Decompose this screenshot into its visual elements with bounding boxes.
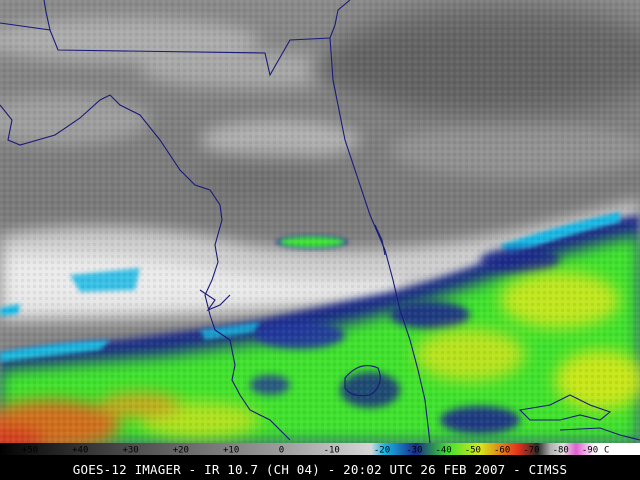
colorbar-tick-label: -20 [374,446,390,456]
colorbar-tick-label: -60 [494,446,510,456]
colorbar-tick-label: -80 [553,446,569,456]
map-boundaries [0,0,640,443]
colorbar-tick-label: -70 [523,446,539,456]
colorbar-tick-label: +50 [22,446,38,456]
colorbar-tick-label: 0 [279,446,284,456]
colorbar-tick-label: -90 [582,446,598,456]
colorbar-tick-label: +10 [223,446,239,456]
colorbar-tick-label: -30 [406,446,422,456]
colorbar-tick-label: +20 [173,446,189,456]
colorbar-tick-label: -10 [324,446,340,456]
satellite-ir-map [0,0,640,443]
colorbar-tick-label: -50 [465,446,481,456]
temperature-colorbar: +50 +40 +30 +20 +10 0 -10 -20 -30 -40 -50 -60 -70 -80… [0,443,640,455]
colorbar-tick-labels: +50 +40 +30 +20 +10 0 -10 -20 -30 -40 -50 -60 -70 -80… [22,446,598,456]
colorbar-tick-label: +40 [72,446,88,456]
colorbar-tick-label: -40 [435,446,451,456]
colorbar-tick-label: +30 [122,446,138,456]
colorbar-unit-label: C [604,446,609,456]
image-caption: GOES-12 IMAGER - IR 10.7 (CH 04) - 20:02… [72,462,568,477]
